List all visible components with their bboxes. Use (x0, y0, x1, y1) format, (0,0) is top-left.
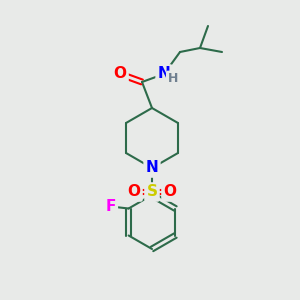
Text: O: O (164, 184, 176, 200)
Text: O: O (128, 184, 140, 200)
Text: N: N (146, 160, 158, 175)
Text: F: F (105, 199, 116, 214)
Text: H: H (168, 73, 178, 85)
Text: N: N (158, 67, 170, 82)
Text: O: O (113, 67, 127, 82)
Text: S: S (146, 184, 158, 200)
